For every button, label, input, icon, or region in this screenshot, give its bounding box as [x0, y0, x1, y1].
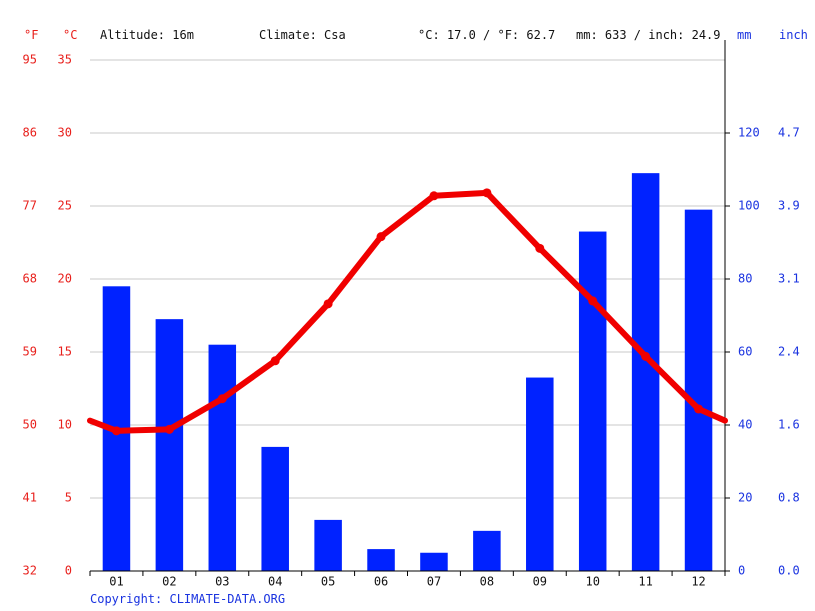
month-tick-label: 12	[691, 575, 705, 589]
mm-tick-label: 120	[738, 126, 760, 140]
mm-tick-label: 0	[738, 564, 745, 578]
precipitation-bar	[578, 231, 607, 572]
inch-tick-label: 3.1	[778, 272, 800, 286]
month-tick-label: 05	[321, 575, 335, 589]
precipitation-bar	[473, 530, 501, 571]
temperature-point	[588, 296, 598, 306]
temperature-point	[111, 426, 121, 436]
celsius-tick-label: 25	[58, 199, 72, 213]
month-tick-label: 03	[215, 575, 229, 589]
month-tick-label: 02	[162, 575, 176, 589]
precipitation-bar	[420, 552, 448, 571]
month-tick-label: 04	[268, 575, 282, 589]
month-tick-label: 08	[480, 575, 494, 589]
mm-tick-label: 80	[738, 272, 752, 286]
precipitation-bar	[684, 209, 713, 571]
temperature-point	[217, 394, 227, 404]
fahrenheit-tick-label: 32	[23, 564, 37, 578]
precipitation-bar	[367, 549, 395, 571]
mm-tick-label: 60	[738, 345, 752, 359]
precipitation-bar	[208, 344, 237, 571]
celsius-tick-label: 5	[65, 491, 72, 505]
climate-label: Climate: Csa	[259, 28, 346, 42]
temperature-point	[482, 188, 492, 198]
fahrenheit-tick-label: 41	[23, 491, 37, 505]
celsius-tick-label: 20	[58, 272, 72, 286]
precipitation-total-label: mm: 633 / inch: 24.9	[576, 28, 721, 42]
temperature-point	[376, 232, 386, 242]
temperature-point	[694, 404, 704, 414]
fahrenheit-tick-label: 95	[23, 53, 37, 67]
inch-tick-label: 2.4	[778, 345, 800, 359]
copyright-link[interactable]: Copyright: CLIMATE-DATA.ORG	[90, 592, 286, 606]
temperature-point	[270, 356, 280, 366]
celsius-tick-label: 10	[58, 418, 72, 432]
month-tick-label: 10	[585, 575, 599, 589]
mm-tick-label: 100	[738, 199, 760, 213]
temperature-point	[535, 243, 545, 253]
precipitation-bar	[526, 377, 554, 571]
inch-tick-label: 4.7	[778, 126, 800, 140]
inch-unit-label: inch	[779, 28, 808, 42]
celsius-tick-label: 0	[65, 564, 72, 578]
month-tick-label: 01	[109, 575, 123, 589]
altitude-label: Altitude: 16m	[100, 28, 194, 42]
temperature-point	[323, 299, 333, 309]
temperature-point	[164, 424, 174, 434]
month-tick-label: 07	[427, 575, 441, 589]
fahrenheit-tick-label: 59	[23, 345, 37, 359]
mm-tick-label: 20	[738, 491, 752, 505]
precipitation-bar	[631, 173, 660, 571]
month-tick-label: 09	[533, 575, 547, 589]
precipitation-bar	[314, 519, 342, 571]
inch-tick-label: 1.6	[778, 418, 800, 432]
inch-tick-label: 0.0	[778, 564, 800, 578]
fahrenheit-tick-label: 77	[23, 199, 37, 213]
temperature-point	[641, 351, 651, 361]
celsius-tick-label: 30	[58, 126, 72, 140]
mm-unit-label: mm	[737, 28, 752, 42]
fahrenheit-tick-label: 50	[23, 418, 37, 432]
precipitation-bar	[155, 319, 184, 571]
inch-tick-label: 0.8	[778, 491, 800, 505]
celsius-tick-label: 15	[58, 345, 72, 359]
temperature-point	[429, 191, 439, 201]
mm-tick-label: 40	[738, 418, 752, 432]
month-tick-label: 11	[638, 575, 652, 589]
fahrenheit-unit-label: °F	[24, 28, 39, 42]
precipitation-bar	[261, 446, 289, 571]
celsius-unit-label: °C	[63, 28, 78, 42]
temperature-line	[87, 189, 728, 434]
month-tick-label: 06	[374, 575, 388, 589]
celsius-tick-label: 35	[58, 53, 72, 67]
inch-tick-label: 3.9	[778, 199, 800, 213]
fahrenheit-tick-label: 86	[23, 126, 37, 140]
fahrenheit-tick-label: 68	[23, 272, 37, 286]
temperature-average-label: °C: 17.0 / °F: 62.7	[418, 28, 556, 42]
